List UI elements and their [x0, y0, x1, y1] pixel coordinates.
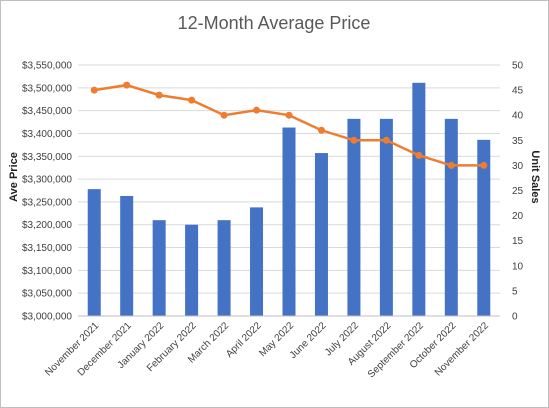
line-point	[382, 136, 390, 144]
category-label: September 2022	[366, 320, 426, 380]
left-tick-label: $3,500,000	[22, 83, 72, 94]
bar-series	[78, 82, 500, 317]
bar	[477, 139, 491, 316]
right-tick-label: 10	[512, 261, 524, 272]
line-point	[90, 86, 98, 94]
bar	[185, 224, 199, 316]
bar	[87, 189, 101, 316]
line-point	[415, 151, 423, 159]
line-point	[480, 161, 488, 169]
bar	[314, 153, 328, 316]
line-point	[123, 81, 131, 89]
right-tick-label: 20	[512, 211, 524, 222]
line-point	[317, 126, 325, 134]
line-point	[285, 111, 293, 119]
line-point	[155, 91, 163, 99]
bar	[120, 195, 134, 316]
bar	[217, 220, 231, 316]
chart-title: 12-Month Average Price	[178, 13, 371, 33]
line-point	[447, 161, 455, 169]
bar	[444, 118, 458, 316]
bar	[250, 207, 264, 316]
left-tick-label: $3,400,000	[22, 129, 72, 140]
left-axis-ticks: $3,000,000 $3,050,000 $3,100,000 $3,150,000…	[22, 61, 72, 323]
line-series	[90, 81, 488, 169]
right-tick-label: 25	[512, 186, 524, 197]
category-label: April 2022	[224, 320, 264, 360]
left-tick-label: $3,250,000	[22, 197, 72, 208]
bar	[282, 127, 296, 316]
right-tick-label: 50	[512, 61, 524, 72]
left-tick-label: $3,000,000	[22, 312, 72, 323]
line-point	[253, 106, 261, 114]
right-tick-label: 35	[512, 136, 524, 147]
left-tick-label: $3,050,000	[22, 289, 72, 300]
right-tick-label: 45	[512, 86, 524, 97]
bar	[152, 220, 166, 316]
left-tick-label: $3,150,000	[22, 243, 72, 254]
category-label: November 2021	[43, 320, 101, 378]
left-tick-label: $3,350,000	[22, 152, 72, 163]
right-axis-ticks: 0 5 10 15 20 25 30 35 40 45 50	[512, 61, 524, 323]
left-tick-label: $3,100,000	[22, 266, 72, 277]
bar	[347, 118, 361, 316]
right-tick-label: 30	[512, 161, 524, 172]
right-tick-label: 5	[512, 286, 518, 297]
right-tick-label: 0	[512, 312, 518, 323]
left-tick-label: $3,450,000	[22, 106, 72, 117]
line-point	[188, 96, 196, 104]
bar	[379, 118, 393, 316]
left-tick-label: $3,200,000	[22, 220, 72, 231]
left-axis-label: Ave Price	[8, 152, 20, 202]
right-axis-label: Unit Sales	[529, 150, 541, 203]
right-tick-label: 15	[512, 236, 524, 247]
line-point	[220, 111, 228, 119]
bar	[412, 82, 426, 316]
left-tick-label: $3,550,000	[22, 61, 72, 72]
right-tick-label: 40	[512, 111, 524, 122]
left-tick-label: $3,300,000	[22, 175, 72, 186]
line-point	[350, 136, 358, 144]
